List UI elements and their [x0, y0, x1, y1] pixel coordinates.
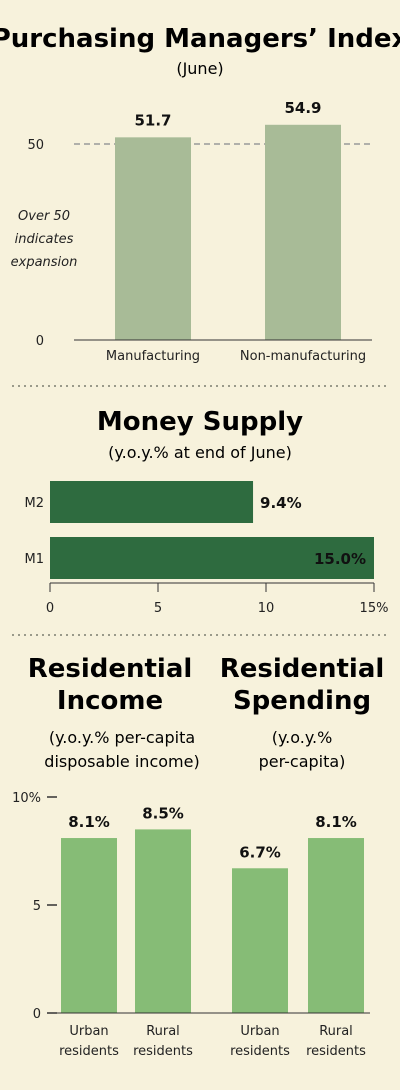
- res-value-label: 6.7%: [239, 843, 281, 861]
- money-bar: [50, 537, 374, 579]
- money-title: Money Supply: [97, 407, 303, 437]
- res-bar: [61, 838, 117, 1013]
- spending-subtitle-line2: per-capita): [259, 752, 346, 771]
- pmi-annotation-line3: expansion: [11, 255, 78, 270]
- spending-title-line1: Residential: [220, 654, 385, 684]
- pmi-value-label: 54.9: [284, 99, 321, 117]
- money-category-label: M2: [25, 496, 45, 511]
- res-category-label: Urban: [69, 1024, 108, 1039]
- pmi-value-label: 51.7: [134, 111, 171, 129]
- income-title-line2: Income: [57, 686, 163, 716]
- res-bar: [135, 829, 191, 1013]
- res-y-tick-label: 0: [33, 1007, 41, 1022]
- res-category-label: Rural: [319, 1024, 353, 1039]
- spending-subtitle-line1: (y.o.y.%: [272, 728, 333, 747]
- res-category-label: residents: [230, 1044, 290, 1059]
- money-supply-chart: M2 9.4% M1 15.0% 0 5 10 15%: [25, 481, 389, 616]
- pmi-y-tick-label: 50: [27, 138, 44, 153]
- pmi-title: Purchasing Managers’ Index: [0, 24, 400, 54]
- money-x-tick-label: 0: [46, 601, 54, 616]
- res-y-tick-label: 5: [33, 899, 41, 914]
- pmi-category-label: Manufacturing: [106, 349, 200, 364]
- spending-title-line2: Spending: [233, 686, 371, 716]
- res-y-tick-label: 10%: [12, 791, 41, 806]
- income-title-line1: Residential: [28, 654, 193, 684]
- money-bar: [50, 481, 254, 523]
- pmi-subtitle: (June): [176, 59, 223, 78]
- income-subtitle-line2: disposable income): [44, 752, 199, 771]
- res-bar: [232, 868, 288, 1013]
- res-category-label: Rural: [146, 1024, 180, 1039]
- money-x-tick-label: 10: [258, 601, 275, 616]
- residential-chart: 0 5 10% 8.1% Urban residents 8.5% Rural resident…: [12, 791, 370, 1059]
- res-value-label: 8.1%: [68, 813, 110, 831]
- income-subtitle-line1: (y.o.y.% per-capita: [49, 728, 195, 747]
- money-value-label: 15.0%: [314, 550, 366, 568]
- res-category-label: residents: [133, 1044, 193, 1059]
- res-category-label: residents: [306, 1044, 366, 1059]
- pmi-bar: [115, 137, 191, 340]
- money-x-tick-label: 5: [154, 601, 162, 616]
- money-category-label: M1: [25, 552, 45, 567]
- res-category-label: residents: [59, 1044, 119, 1059]
- pmi-bar: [265, 124, 341, 341]
- res-value-label: 8.5%: [142, 804, 184, 822]
- pmi-annotation-line1: Over 50: [18, 209, 70, 224]
- pmi-annotation-line2: indicates: [15, 232, 74, 247]
- money-value-label: 9.4%: [260, 494, 302, 512]
- pmi-chart: 51.7 Manufacturing 54.9 Non-manufacturing 0 5…: [27, 99, 372, 364]
- pmi-category-label: Non-manufacturing: [240, 349, 366, 364]
- pmi-y-tick-label: 0: [36, 334, 44, 349]
- money-subtitle: (y.o.y.% at end of June): [108, 443, 292, 462]
- res-bar: [308, 838, 364, 1013]
- money-x-tick-label: 15%: [360, 601, 389, 616]
- res-category-label: Urban: [240, 1024, 279, 1039]
- res-value-label: 8.1%: [315, 813, 357, 831]
